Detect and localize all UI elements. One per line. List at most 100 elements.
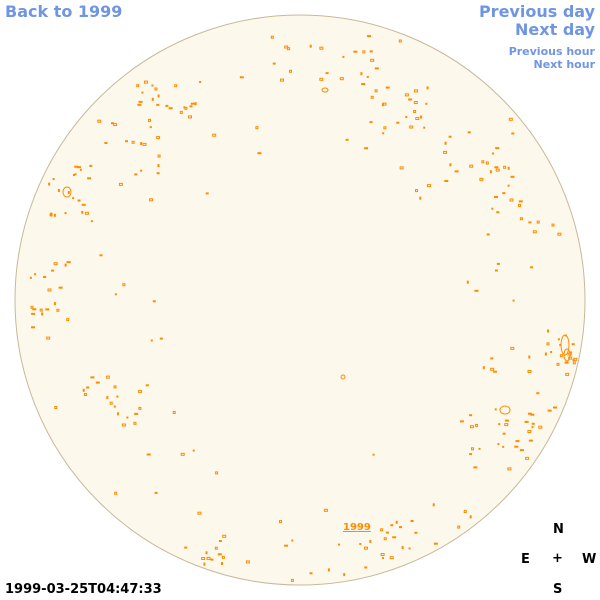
next-day-link[interactable]: Next day (515, 20, 595, 39)
contour-mark (383, 126, 387, 130)
contour-mark (383, 537, 387, 541)
contour-mark (550, 351, 553, 353)
previous-day-link[interactable]: Previous day (478, 2, 595, 21)
contour-mark (502, 445, 505, 448)
contour-mark (353, 50, 358, 53)
contour-mark (514, 445, 519, 448)
contour-mark (497, 443, 500, 446)
contour-mark (159, 337, 163, 340)
solar-disk (14, 14, 586, 586)
contour-mark (481, 160, 485, 164)
contour-mark (201, 557, 206, 560)
contour-mark (527, 430, 532, 433)
contour-mark (122, 283, 126, 287)
contour-mark (527, 412, 532, 415)
contour-mark (212, 133, 217, 137)
contour-mark (426, 86, 429, 90)
contour-mark (221, 562, 223, 565)
contour-mark (325, 72, 329, 75)
contour-mark (138, 406, 142, 410)
contour-mark (118, 182, 123, 186)
contour-mark (519, 217, 523, 221)
contour-mark (454, 170, 459, 173)
contour-mark (475, 423, 478, 427)
contour-mark (392, 536, 397, 539)
contour-mark (280, 78, 284, 82)
contour-mark (174, 84, 178, 88)
contour-mark (557, 338, 560, 341)
contour-mark (496, 262, 500, 265)
contour-mark (399, 166, 404, 170)
contour-mark (52, 178, 55, 180)
next-hour-link[interactable]: Next hour (533, 58, 596, 71)
contour-mark (547, 329, 549, 333)
contour-mark (419, 196, 422, 200)
contour-mark (51, 269, 55, 272)
contour-mark (30, 305, 34, 309)
contour-mark (157, 154, 161, 158)
contour-mark (410, 520, 414, 522)
contour-mark (319, 77, 324, 81)
contour-mark (106, 396, 109, 400)
contour-mark (396, 121, 400, 124)
contour-mark (144, 80, 148, 84)
contour-mark (494, 166, 499, 169)
contour-mark (150, 339, 153, 342)
disk-year-link[interactable]: 1999 (343, 522, 371, 533)
contour-mark (544, 352, 547, 356)
contour-mark (531, 426, 534, 429)
contour-mark (309, 572, 313, 575)
contour-mark (140, 169, 143, 172)
contour-mark (413, 110, 417, 113)
contour-mark (190, 102, 195, 105)
contour-mark (134, 412, 139, 415)
contour-mark (367, 35, 371, 38)
previous-hour-link[interactable]: Previous hour (508, 45, 595, 58)
contour-mark (449, 163, 452, 167)
back-to-year-link[interactable]: Back to 1999 (5, 2, 123, 21)
contour-mark (380, 528, 384, 532)
contour-mark (546, 342, 550, 346)
contour-mark (415, 117, 420, 120)
contour-mark (372, 453, 375, 456)
contour-mark (221, 555, 225, 559)
contour-mark (479, 177, 484, 181)
contour-mark (64, 212, 67, 215)
contour-mark (463, 510, 467, 513)
compass-north-label: N (553, 522, 564, 537)
contour-mark (58, 286, 63, 289)
contour-mark (205, 551, 208, 555)
contour-mark (284, 45, 289, 49)
contour-mark (443, 150, 447, 154)
contour-mark (492, 152, 494, 155)
contour-mark (471, 447, 474, 451)
contour-mark (473, 466, 478, 469)
contour-mark (469, 453, 473, 456)
contour-mark (469, 164, 474, 168)
contour-mark (385, 531, 389, 534)
contour-mark (255, 126, 259, 130)
contour-mark (77, 199, 81, 202)
contour-mark (369, 50, 373, 53)
contour-mark (524, 420, 529, 423)
contour-mark (390, 524, 394, 527)
contour-mark (401, 546, 404, 550)
contour-mark (45, 308, 50, 311)
contour-mark (179, 110, 183, 114)
contour-mark (338, 543, 341, 546)
contour-mark (374, 67, 379, 70)
contour-mark (536, 220, 540, 224)
contour-mark (553, 406, 557, 409)
contour-mark (490, 357, 494, 360)
contour-mark (556, 362, 560, 366)
contour-mark (494, 196, 498, 198)
contour-loop (499, 405, 511, 415)
contour-mark (64, 263, 67, 267)
contour-mark (149, 126, 152, 129)
contour-mark (469, 414, 473, 417)
contour-mark (222, 534, 227, 538)
contour-mark (457, 525, 461, 529)
contour-mark (203, 562, 206, 566)
contour-mark (361, 83, 366, 85)
contour-mark (415, 189, 418, 193)
